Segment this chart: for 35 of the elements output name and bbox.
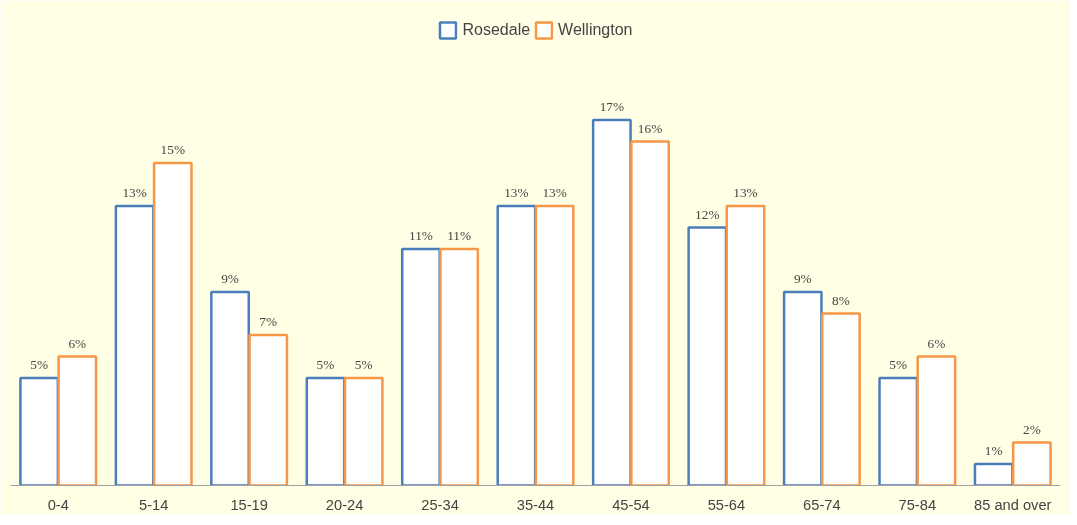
data-label: 9% — [221, 271, 239, 287]
data-label: 5% — [316, 357, 335, 373]
legend-label: Wellington — [558, 21, 633, 39]
data-label: 15% — [160, 142, 185, 158]
data-label: 9% — [793, 271, 812, 287]
x-tick-label: 85 and over — [974, 496, 1052, 513]
x-tick-label: 45-54 — [612, 496, 650, 513]
data-label: 2% — [1022, 421, 1041, 437]
data-label: 5% — [30, 357, 49, 373]
data-label: 13% — [542, 185, 567, 201]
data-label: 7% — [259, 314, 278, 330]
data-label: 5% — [354, 357, 373, 373]
data-label: 13% — [504, 185, 529, 201]
data-label: 13% — [733, 185, 758, 201]
data-label: 11% — [447, 228, 472, 244]
x-tick-label: 5-14 — [139, 496, 169, 513]
data-label: 6% — [927, 335, 946, 351]
data-label: 12% — [695, 206, 720, 222]
x-tick-label: 15-19 — [230, 496, 268, 513]
data-label: 8% — [832, 292, 850, 308]
x-tick-label: 0-4 — [47, 496, 69, 513]
data-label: 16% — [637, 120, 663, 136]
data-label: 11% — [408, 228, 433, 244]
legend-label: Rosedale — [462, 21, 531, 39]
x-tick-label: 20-24 — [325, 496, 364, 513]
data-label: 1% — [984, 443, 1003, 459]
x-tick-label: 55-64 — [707, 496, 746, 513]
x-tick-label: 25-34 — [421, 496, 459, 513]
data-label: 17% — [599, 99, 625, 115]
x-tick-label: 75-84 — [898, 496, 937, 513]
data-label: 13% — [122, 185, 147, 201]
data-label: 6% — [68, 335, 87, 351]
data-label: 5% — [889, 357, 908, 373]
x-tick-label: 65-74 — [803, 496, 841, 513]
x-tick-label: 35-44 — [516, 496, 555, 513]
